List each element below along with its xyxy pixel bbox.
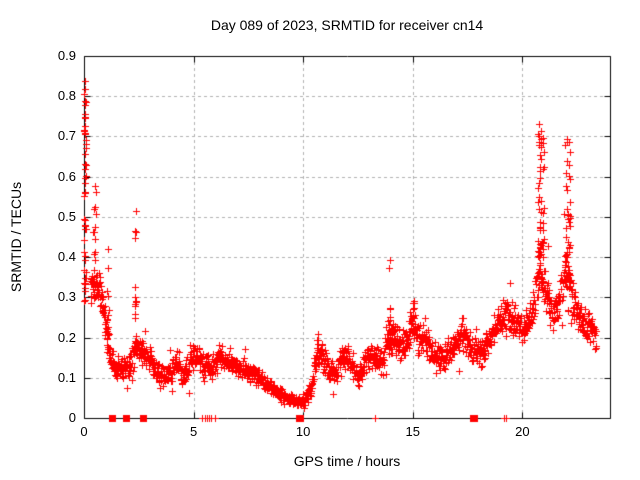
y-tick-label: 0 [68, 410, 76, 425]
y-tick-label: 0.6 [57, 168, 76, 184]
y-tick-label: 0.4 [57, 249, 76, 265]
y-axis-title: SRMTID / TECUs [8, 181, 24, 293]
y-tick-label: 0.7 [57, 128, 76, 144]
y-tick-label: 0.2 [57, 329, 76, 345]
y-tick-label: 0.1 [57, 369, 76, 385]
y-tick-label: 0.3 [57, 289, 76, 305]
chart-title: Day 089 of 2023, SRMTID for receiver cn1… [210, 17, 484, 33]
y-tick-label: 0.5 [57, 208, 76, 224]
x-tick-label: 0 [80, 424, 88, 439]
x-axis-title: GPS time / hours [293, 453, 401, 469]
x-tick-label: 15 [405, 424, 420, 439]
x-tick-label: 5 [189, 424, 198, 439]
y-tick-label: 0.9 [57, 48, 76, 63]
x-tick-label: 20 [515, 424, 530, 439]
y-tick-label: 0.8 [57, 88, 76, 104]
x-tick-label: 10 [295, 424, 311, 439]
